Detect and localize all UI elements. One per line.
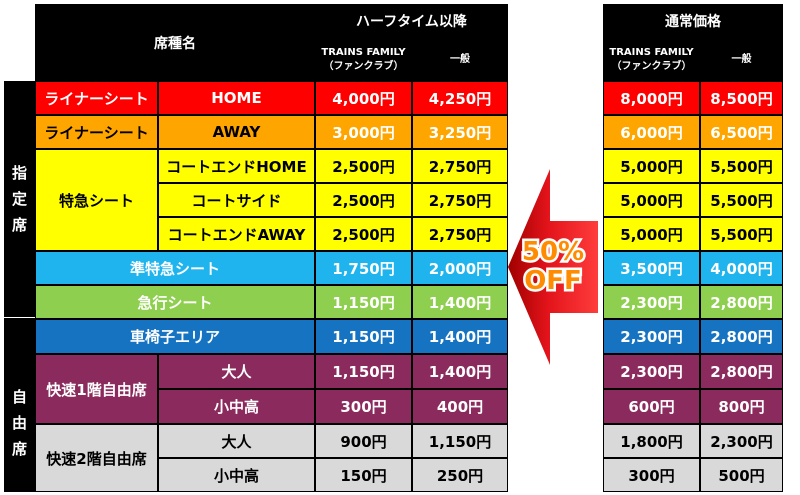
side-column	[4, 81, 35, 492]
header-regular-fan-club: TRAINS FAMILY （ファンクラブ）	[603, 38, 700, 81]
price-half-general: 1,150円	[412, 424, 508, 458]
price-regular-fan-club: 3,500円	[603, 251, 700, 285]
price-half-fan-club: 1,150円	[315, 319, 412, 354]
side-char: 席	[11, 440, 27, 458]
discount-arrow: 50% OFF	[498, 163, 603, 378]
price-half-fan-club: 1,750円	[315, 251, 412, 285]
fan-club-sub: （ファンクラブ）	[611, 60, 692, 72]
price-half-fan-club: 3,000円	[315, 115, 412, 149]
seat-subcategory: 小中高	[158, 389, 315, 424]
price-half-fan-club: 1,150円	[315, 354, 412, 389]
arrow-left-icon: 50% OFF	[508, 169, 598, 365]
header-regular-general: 一般	[700, 38, 783, 81]
price-half-general: 4,250円	[412, 81, 508, 115]
price-half-general: 1,400円	[412, 285, 508, 319]
price-regular-general: 2,800円	[700, 354, 783, 389]
header-regular: 通常価格	[603, 4, 783, 38]
seat-subcategory: コートサイド	[158, 183, 315, 217]
price-regular-general: 8,500円	[700, 81, 783, 115]
price-regular-fan-club: 8,000円	[603, 81, 700, 115]
price-regular-general: 4,000円	[700, 251, 783, 285]
price-half-general: 1,400円	[412, 354, 508, 389]
side-label-reserved: 指 定 席	[4, 81, 35, 318]
price-half-general: 3,250円	[412, 115, 508, 149]
side-label-free: 自 由 席	[4, 354, 35, 492]
price-half-fan-club: 150円	[315, 458, 412, 492]
price-half-fan-club: 4,000円	[315, 81, 412, 115]
side-char: 定	[11, 190, 27, 208]
price-regular-general: 5,500円	[700, 217, 783, 251]
fan-club-sub: （ファンクラブ）	[323, 60, 404, 72]
header-half-time: ハーフタイム以降	[315, 4, 508, 38]
seat-category: 快速1階自由席	[35, 354, 158, 424]
seat-subcategory: 小中高	[158, 458, 315, 492]
seat-category: 急行シート	[35, 285, 315, 319]
price-half-fan-club: 2,500円	[315, 217, 412, 251]
badge-percent: 50%	[522, 237, 584, 267]
header-seat-name: 席種名	[35, 4, 315, 81]
header-half-fan-club: TRAINS FAMILY （ファンクラブ）	[315, 38, 412, 81]
price-regular-fan-club: 1,800円	[603, 424, 700, 458]
price-regular-fan-club: 300円	[603, 458, 700, 492]
price-regular-general: 800円	[700, 389, 783, 424]
price-half-general: 250円	[412, 458, 508, 492]
fan-club-label: TRAINS FAMILY	[321, 47, 406, 58]
price-half-general: 2,750円	[412, 183, 508, 217]
price-regular-fan-club: 6,000円	[603, 115, 700, 149]
price-half-fan-club: 1,150円	[315, 285, 412, 319]
seat-category: ライナーシート	[35, 115, 158, 149]
seat-category: 車椅子エリア	[35, 319, 315, 354]
price-half-general: 2,750円	[412, 149, 508, 183]
price-regular-general: 5,500円	[700, 149, 783, 183]
price-half-fan-club: 2,500円	[315, 149, 412, 183]
header-half-general: 一般	[412, 38, 508, 81]
seat-subcategory: コートエンドAWAY	[158, 217, 315, 251]
price-regular-fan-club: 5,000円	[603, 183, 700, 217]
price-regular-fan-club: 2,300円	[603, 319, 700, 354]
price-half-general: 2,000円	[412, 251, 508, 285]
price-half-general: 400円	[412, 389, 508, 424]
badge-off: OFF	[524, 266, 582, 296]
price-regular-general: 2,800円	[700, 285, 783, 319]
seat-subcategory: HOME	[158, 81, 315, 115]
price-regular-fan-club: 5,000円	[603, 149, 700, 183]
price-regular-general: 5,500円	[700, 183, 783, 217]
price-half-fan-club: 300円	[315, 389, 412, 424]
price-half-general: 1,400円	[412, 319, 508, 354]
price-regular-fan-club: 2,300円	[603, 354, 700, 389]
fan-club-label: TRAINS FAMILY	[609, 47, 694, 58]
seat-category: 快速2階自由席	[35, 424, 158, 492]
seat-category: 特急シート	[35, 149, 158, 251]
price-regular-general: 6,500円	[700, 115, 783, 149]
price-regular-fan-club: 5,000円	[603, 217, 700, 251]
seat-category: ライナーシート	[35, 81, 158, 115]
price-regular-fan-club: 600円	[603, 389, 700, 424]
side-char: 由	[11, 414, 27, 432]
seat-subcategory: 大人	[158, 424, 315, 458]
side-char: 指	[11, 164, 27, 182]
price-half-general: 2,750円	[412, 217, 508, 251]
seat-subcategory: 大人	[158, 354, 315, 389]
side-char: 席	[11, 216, 27, 234]
price-regular-general: 500円	[700, 458, 783, 492]
price-half-fan-club: 900円	[315, 424, 412, 458]
side-char: 自	[11, 388, 27, 406]
seat-category: 準特急シート	[35, 251, 315, 285]
seat-subcategory: AWAY	[158, 115, 315, 149]
price-half-fan-club: 2,500円	[315, 183, 412, 217]
price-regular-general: 2,300円	[700, 424, 783, 458]
price-regular-fan-club: 2,300円	[603, 285, 700, 319]
price-regular-general: 2,800円	[700, 319, 783, 354]
seat-subcategory: コートエンドHOME	[158, 149, 315, 183]
